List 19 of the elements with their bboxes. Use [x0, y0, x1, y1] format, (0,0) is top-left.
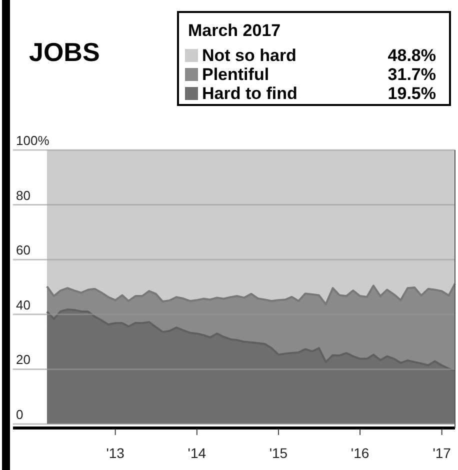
y-tick-label: 80 [16, 188, 30, 203]
y-tick-label: 20 [16, 352, 30, 368]
y-tick-label: 40 [16, 297, 30, 312]
x-tick-label: '17 [432, 445, 452, 461]
y-tick-label: 60 [16, 242, 30, 258]
legend-label: Not so hard [202, 46, 296, 65]
x-tick-label: '13 [106, 445, 125, 461]
chart-title: JOBS [29, 37, 100, 67]
y-tick-label: 100% [16, 133, 50, 148]
x-tick-label: '16 [350, 445, 370, 461]
text: 31.7% [388, 65, 436, 84]
text: 19.5% [388, 84, 436, 103]
legend-label: Plentiful [202, 65, 270, 84]
y-tick-label: 0 [16, 407, 24, 422]
legend-title: March 2017 [188, 21, 281, 40]
x-tick-label: '14 [188, 445, 206, 461]
text: 48.8% [388, 46, 436, 65]
x-tick-label: '15 [269, 445, 288, 461]
legend-label: Hard to find [202, 84, 298, 103]
